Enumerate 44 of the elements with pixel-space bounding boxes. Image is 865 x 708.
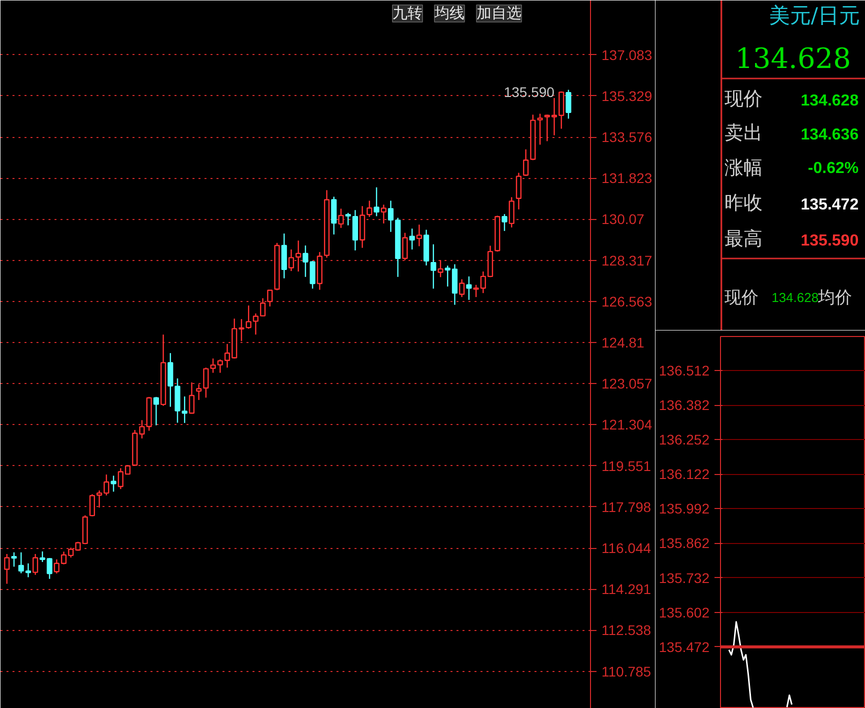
y-tick-label: 135.992 — [658, 500, 710, 517]
annotation: 加自选 — [476, 5, 522, 22]
text: 134.636 — [800, 126, 859, 144]
text: 现价 — [724, 288, 759, 307]
annotation: 均线 — [434, 5, 464, 22]
y-tick-label: 121.304 — [602, 416, 652, 433]
text: 昨收 — [724, 193, 763, 214]
annotation: 135.590 — [504, 84, 555, 100]
text: 134.628 — [800, 92, 859, 110]
y-tick-label: 136.252 — [658, 432, 710, 448]
text: 134.628 — [735, 42, 851, 75]
y-tick-label: 135.862 — [658, 535, 710, 552]
y-tick-label: 112.538 — [602, 622, 652, 638]
text: -0.62% — [808, 160, 859, 177]
y-tick-label: 126.563 — [602, 293, 652, 310]
y-tick-label: 114.291 — [602, 581, 652, 598]
text: 135.590 — [800, 232, 859, 250]
y-tick-label: 135.472 — [658, 638, 710, 655]
y-tick-label: 135.329 — [602, 88, 652, 104]
y-tick-label: 119.551 — [602, 458, 652, 474]
y-tick-label: 135.732 — [658, 570, 710, 586]
y-tick-label: 130.07 — [602, 211, 645, 228]
text: 涨幅 — [724, 158, 763, 179]
y-tick-label: 137.083 — [602, 46, 652, 63]
text: 美元/日元 — [768, 4, 860, 28]
y-tick-label: 124.81 — [602, 334, 645, 351]
y-tick-label: 135.602 — [658, 604, 710, 620]
y-tick-label: 133.576 — [602, 129, 652, 146]
y-tick-label: 123.057 — [602, 376, 652, 392]
text: 均价 — [816, 288, 852, 307]
text: 最高 — [724, 228, 763, 250]
y-tick-label: 136.512 — [658, 362, 710, 379]
annotation: 九转 — [392, 5, 422, 22]
y-tick-label: 131.823 — [602, 170, 652, 186]
y-tick-label: 110.785 — [602, 663, 652, 680]
text: 135.472 — [800, 196, 859, 214]
text: 卖出 — [724, 123, 763, 144]
y-tick-label: 117.798 — [602, 498, 652, 515]
y-tick-label: 136.382 — [658, 397, 710, 414]
text: 134.628 — [772, 290, 819, 305]
text: 现价 — [724, 89, 763, 110]
y-tick-label: 116.044 — [602, 540, 652, 556]
y-tick-label: 136.122 — [658, 466, 710, 482]
y-tick-label: 128.317 — [602, 252, 652, 268]
